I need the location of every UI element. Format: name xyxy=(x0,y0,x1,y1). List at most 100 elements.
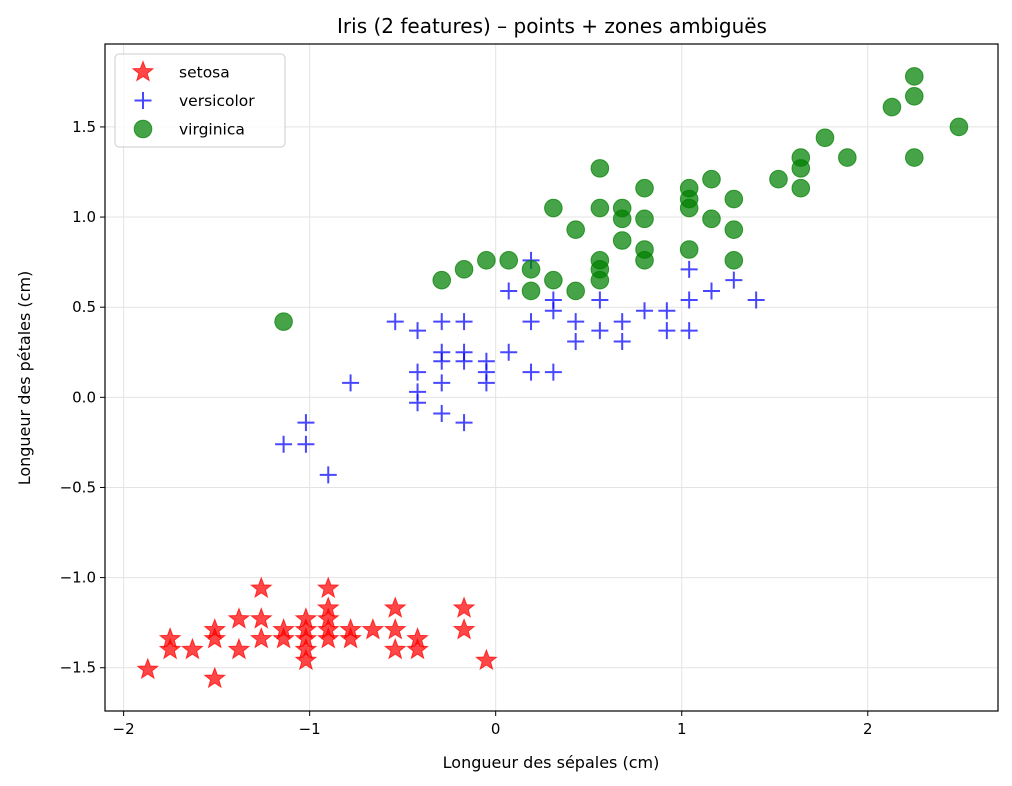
setosa-point xyxy=(158,637,182,660)
versicolor-point xyxy=(636,302,654,320)
legend: setosa versicolor virginica xyxy=(114,53,286,148)
y-tick-label: 1.0 xyxy=(72,208,96,226)
virginica-point xyxy=(521,281,541,301)
setosa-point xyxy=(249,576,273,599)
versicolor-point xyxy=(433,374,451,392)
setosa-point xyxy=(316,626,340,649)
legend-marker-virginica xyxy=(133,119,153,139)
virginica-point xyxy=(566,281,585,301)
versicolor-point xyxy=(613,332,631,350)
virginica-point xyxy=(590,198,610,218)
versicolor-point xyxy=(613,313,631,331)
virginica-point xyxy=(904,86,924,106)
virginica-point xyxy=(724,189,744,209)
versicolor-point xyxy=(658,302,676,320)
virginica-point xyxy=(635,251,654,270)
virginica-point xyxy=(499,251,519,270)
setosa-point xyxy=(383,596,407,618)
versicolor-point xyxy=(747,291,765,309)
virginica-point xyxy=(702,169,721,189)
data-points xyxy=(136,67,969,689)
versicolor-point xyxy=(433,352,451,370)
virginica-point xyxy=(904,67,924,86)
setosa-point xyxy=(452,617,476,640)
legend-label-setosa: setosa xyxy=(179,64,230,82)
virginica-point xyxy=(724,220,744,239)
virginica-point xyxy=(769,169,788,189)
virginica-point xyxy=(544,198,563,218)
chart-title: Iris (2 features) – points + zones ambig… xyxy=(337,14,767,38)
versicolor-point xyxy=(680,322,698,340)
setosa-point xyxy=(383,617,407,640)
versicolor-point xyxy=(702,282,720,300)
setosa-point xyxy=(181,637,204,660)
y-tick-label: 0.0 xyxy=(72,388,96,406)
y-tick-label: 1.5 xyxy=(72,118,96,136)
x-axis-label: Longueur des sépales (cm) xyxy=(443,753,660,772)
virginica-point xyxy=(815,128,835,148)
versicolor-point xyxy=(409,322,427,340)
setosa-point xyxy=(249,607,273,629)
virginica-point xyxy=(612,209,632,229)
series-virginica xyxy=(274,67,969,331)
series-versicolor xyxy=(275,251,765,484)
virginica-point xyxy=(635,178,654,198)
axis-ticks: −2 −1 0 1 2 −1.5 −1.0 −0.5 0.0 0.5 1.0 1.5 xyxy=(60,118,873,738)
legend-label-versicolor: versicolor xyxy=(179,92,255,110)
versicolor-point xyxy=(275,435,293,453)
x-tick-label: −2 xyxy=(113,720,135,738)
versicolor-point xyxy=(544,302,562,320)
virginica-point xyxy=(566,220,585,239)
versicolor-point xyxy=(544,363,562,381)
versicolor-point xyxy=(319,466,337,484)
versicolor-point xyxy=(522,363,540,381)
versicolor-point xyxy=(455,352,473,370)
virginica-point xyxy=(477,251,496,270)
versicolor-point xyxy=(455,313,473,331)
versicolor-point xyxy=(725,271,743,289)
virginica-point xyxy=(702,209,721,229)
virginica-point xyxy=(904,148,924,167)
setosa-point xyxy=(452,596,476,618)
versicolor-point xyxy=(591,291,609,309)
versicolor-point xyxy=(477,374,495,392)
virginica-point xyxy=(679,198,699,218)
virginica-point xyxy=(791,178,811,198)
versicolor-point xyxy=(567,313,585,331)
x-tick-label: 1 xyxy=(677,720,687,738)
setosa-point xyxy=(383,637,407,660)
virginica-point xyxy=(882,97,902,117)
setosa-point xyxy=(339,626,362,649)
virginica-point xyxy=(949,117,969,137)
y-tick-label: −1.0 xyxy=(60,569,96,587)
x-tick-label: 2 xyxy=(863,720,873,738)
y-axis-label: Longueur des pétales (cm) xyxy=(15,271,34,486)
setosa-point xyxy=(294,648,318,671)
versicolor-point xyxy=(297,435,315,453)
setosa-point xyxy=(227,607,251,629)
setosa-point xyxy=(406,637,429,660)
virginica-point xyxy=(679,240,699,259)
setosa-point xyxy=(316,576,340,599)
versicolor-point xyxy=(433,313,451,331)
virginica-point xyxy=(838,148,857,167)
versicolor-point xyxy=(409,363,427,381)
setosa-point xyxy=(203,626,227,649)
versicolor-point xyxy=(680,291,698,309)
versicolor-point xyxy=(591,322,609,340)
versicolor-point xyxy=(386,313,404,331)
versicolor-point xyxy=(680,260,698,278)
y-tick-label: −0.5 xyxy=(60,478,96,496)
virginica-point xyxy=(791,159,811,178)
y-tick-label: −1.5 xyxy=(60,659,96,677)
setosa-point xyxy=(227,637,251,660)
x-tick-label: 0 xyxy=(491,720,501,738)
setosa-point xyxy=(203,666,227,689)
virginica-point xyxy=(521,260,541,279)
setosa-point xyxy=(475,648,498,671)
virginica-point xyxy=(590,159,610,178)
versicolor-point xyxy=(433,405,451,423)
virginica-point xyxy=(590,270,610,290)
x-tick-label: −1 xyxy=(299,720,321,738)
